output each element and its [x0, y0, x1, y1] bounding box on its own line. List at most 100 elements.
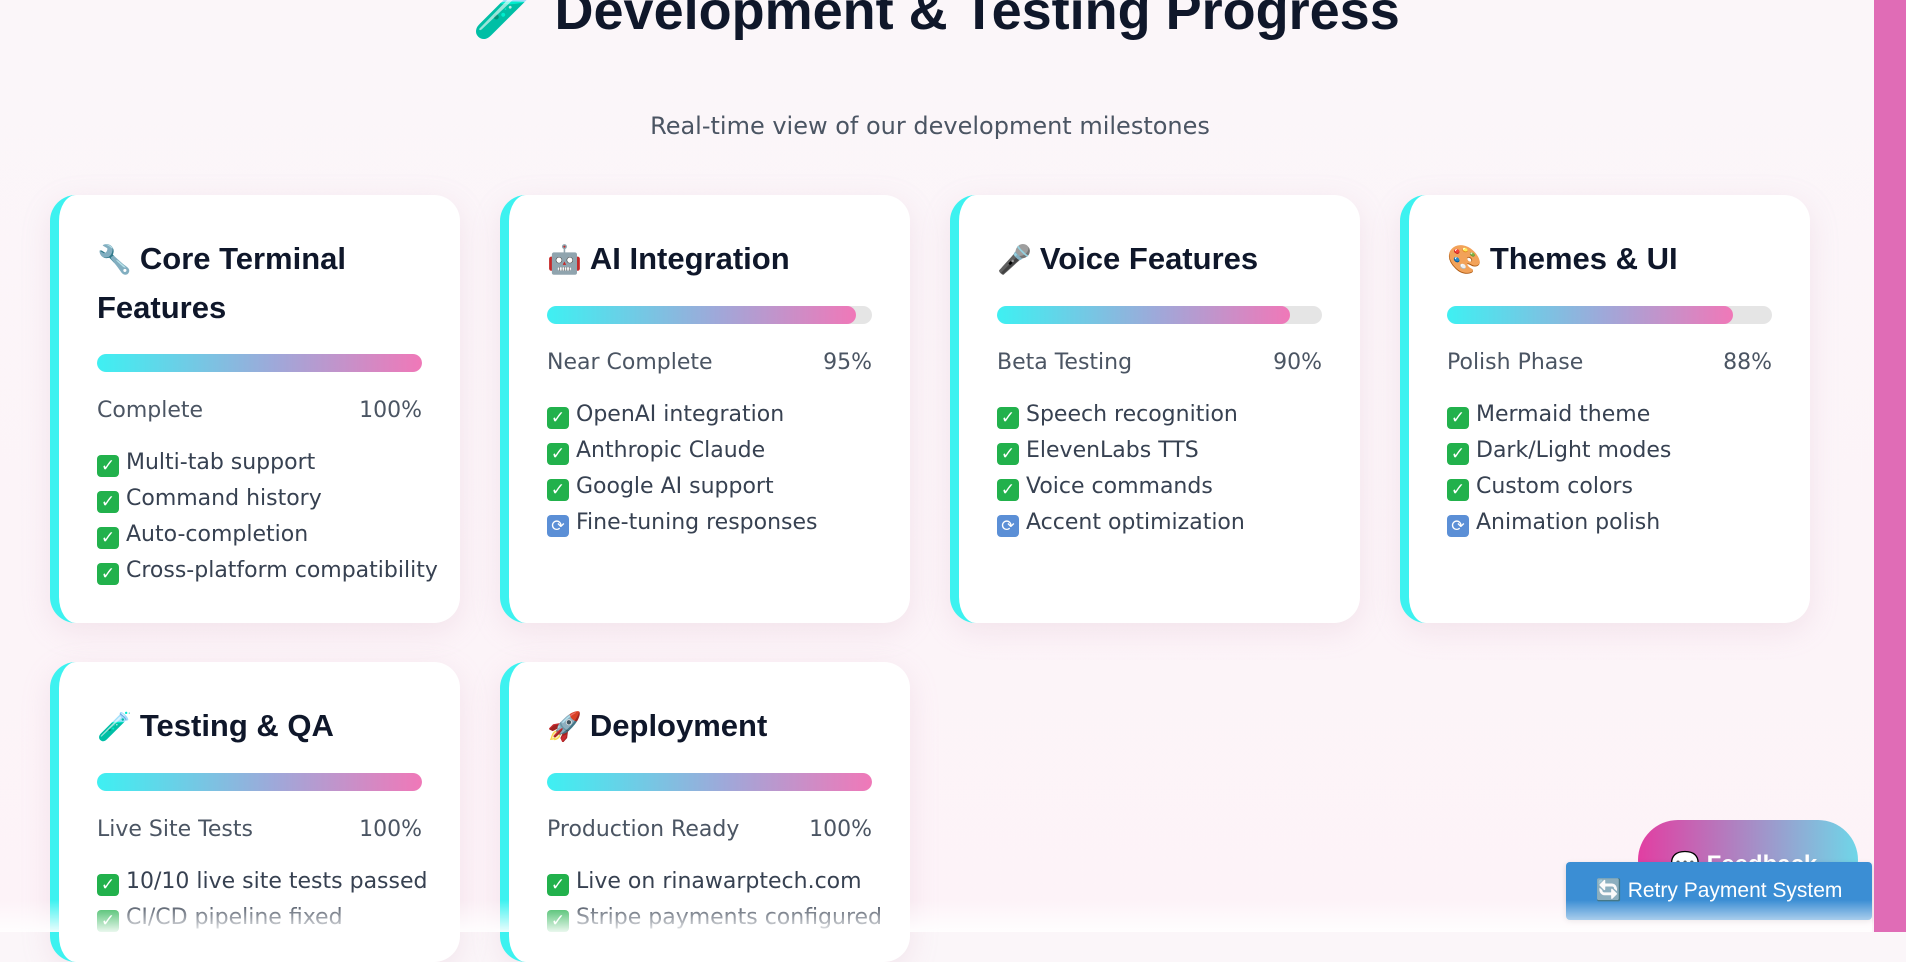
list-item-text: OpenAI integration: [576, 402, 785, 427]
card-title-text: Core Terminal Features: [97, 241, 347, 325]
list-item-text: Voice commands: [1026, 474, 1213, 499]
milestone-list: ✓ OpenAI integration ✓ Anthropic Claude ✓ Goo…: [547, 397, 872, 541]
percent-label: 100%: [359, 398, 422, 423]
list-item-text: CI/CD pipeline fixed: [126, 905, 343, 930]
card-title: 🧪 Testing & QA: [97, 702, 422, 751]
refresh-icon: 🔄: [1595, 879, 1622, 902]
check-icon: ✓: [997, 479, 1019, 501]
list-item-text: Cross-platform compatibility: [126, 558, 438, 583]
progress-fill: [547, 773, 872, 791]
refresh-icon: ⟳: [547, 515, 569, 537]
list-item: ✓ Voice commands: [997, 469, 1322, 505]
list-item-text: Dark/Light modes: [1476, 438, 1672, 463]
card-title: 🚀 Deployment: [547, 702, 872, 751]
milestone-list: ✓ Multi-tab support ✓ Command history ✓ Auto-…: [97, 445, 438, 589]
card-title-text: Testing & QA: [139, 708, 334, 743]
card-title: 🎤 Voice Features: [997, 235, 1322, 284]
check-icon: ✓: [547, 874, 569, 896]
status-label: Production Ready: [547, 817, 740, 842]
list-item: ✓ Anthropic Claude: [547, 433, 872, 469]
progress-fill: [997, 306, 1290, 324]
list-item: ✓ Dark/Light modes: [1447, 433, 1772, 469]
check-icon: ✓: [97, 874, 119, 896]
progress-bar: [547, 306, 872, 324]
progress-meta: Beta Testing 90%: [997, 350, 1322, 375]
list-item-text: Fine-tuning responses: [576, 510, 818, 535]
list-item: ✓ Stripe payments configured: [547, 900, 882, 936]
card-title-text: Themes & UI: [1489, 241, 1678, 276]
check-icon: ✓: [97, 527, 119, 549]
test-tube-icon: 🧪: [472, 0, 540, 41]
list-item-text: Stripe payments configured: [576, 905, 883, 930]
list-item: ✓ ElevenLabs TTS: [997, 433, 1322, 469]
progress-meta: Near Complete 95%: [547, 350, 872, 375]
check-icon: ✓: [547, 443, 569, 465]
retry-payment-button[interactable]: 🔄 Retry Payment System: [1566, 862, 1872, 920]
list-item-text: Custom colors: [1476, 474, 1633, 499]
card-core-terminal-features: 🔧 Core Terminal Features Complete 100% ✓ Mult…: [50, 195, 460, 623]
list-item: ⟳ Accent optimization: [997, 505, 1322, 541]
check-icon: ✓: [97, 563, 119, 585]
list-item-text: Command history: [126, 486, 322, 511]
list-item-text: Speech recognition: [1026, 402, 1238, 427]
check-icon: ✓: [1447, 479, 1469, 501]
progress-bar: [997, 306, 1322, 324]
list-item: ✓ 10/10 live site tests passed: [97, 864, 427, 900]
list-item: ✓ Command history: [97, 481, 422, 517]
progress-bar: [97, 354, 422, 372]
progress-meta: Production Ready 100%: [547, 817, 872, 842]
progress-meta: Live Site Tests 100%: [97, 817, 422, 842]
check-icon: ✓: [97, 910, 119, 932]
card-testing-qa: 🧪 Testing & QA Live Site Tests 100% ✓ 10/10 l…: [50, 662, 460, 962]
page-title-text: Development & Testing Progress: [554, 0, 1400, 41]
check-icon: ✓: [1447, 443, 1469, 465]
check-icon: ✓: [97, 455, 119, 477]
card-deployment: 🚀 Deployment Production Ready 100% ✓ Live on …: [500, 662, 910, 962]
percent-label: 88%: [1723, 350, 1772, 375]
list-item: ✓ Auto-completion: [97, 517, 422, 553]
card-icon: 🤖: [547, 244, 582, 275]
page-title: 🧪 Development & Testing Progress: [0, 0, 1872, 41]
list-item: ✓ Live on rinawarptech.com: [547, 864, 872, 900]
progress-bar: [1447, 306, 1772, 324]
milestone-list: ✓ Speech recognition ✓ ElevenLabs TTS ✓ Voice…: [997, 397, 1322, 541]
list-item-text: Google AI support: [576, 474, 774, 499]
milestone-list: ✓ Mermaid theme ✓ Dark/Light modes ✓ Custom c…: [1447, 397, 1772, 541]
progress-fill: [97, 354, 422, 372]
percent-label: 90%: [1273, 350, 1322, 375]
check-icon: ✓: [1447, 407, 1469, 429]
card-themes-ui: 🎨 Themes & UI Polish Phase 88% ✓ Mermaid them…: [1400, 195, 1810, 623]
percent-label: 100%: [809, 817, 872, 842]
retry-payment-label: Retry Payment System: [1627, 879, 1843, 902]
list-item: ✓ Google AI support: [547, 469, 872, 505]
milestone-list: ✓ Live on rinawarptech.com ✓ Stripe payment…: [547, 864, 882, 936]
status-label: Beta Testing: [997, 350, 1133, 375]
list-item-text: Multi-tab support: [126, 450, 316, 475]
list-item: ⟳ Animation polish: [1447, 505, 1772, 541]
card-icon: 🎨: [1447, 244, 1482, 275]
progress-fill: [547, 306, 856, 324]
list-item-text: Live on rinawarptech.com: [576, 869, 862, 894]
refresh-icon: ⟳: [997, 515, 1019, 537]
scrollbar[interactable]: [1874, 0, 1906, 932]
progress-meta: Complete 100%: [97, 398, 422, 423]
status-label: Live Site Tests: [97, 817, 253, 842]
card-title-text: AI Integration: [589, 241, 790, 276]
card-icon: 🧪: [97, 711, 132, 742]
card-voice-features: 🎤 Voice Features Beta Testing 90% ✓ Speech re…: [950, 195, 1360, 623]
card-title: 🔧 Core Terminal Features: [97, 235, 422, 332]
list-item: ✓ Multi-tab support: [97, 445, 422, 481]
progress-bar: [547, 773, 872, 791]
card-icon: 🔧: [97, 244, 132, 275]
status-label: Polish Phase: [1447, 350, 1584, 375]
status-label: Near Complete: [547, 350, 713, 375]
list-item-text: ElevenLabs TTS: [1026, 438, 1199, 463]
list-item: ✓ Cross-platform compatibility: [97, 553, 438, 589]
card-title: 🤖 AI Integration: [547, 235, 872, 284]
check-icon: ✓: [547, 910, 569, 932]
list-item-text: Mermaid theme: [1476, 402, 1651, 427]
list-item: ✓ OpenAI integration: [547, 397, 872, 433]
list-item: ✓ Speech recognition: [997, 397, 1322, 433]
card-title: 🎨 Themes & UI: [1447, 235, 1772, 284]
progress-meta: Polish Phase 88%: [1447, 350, 1772, 375]
